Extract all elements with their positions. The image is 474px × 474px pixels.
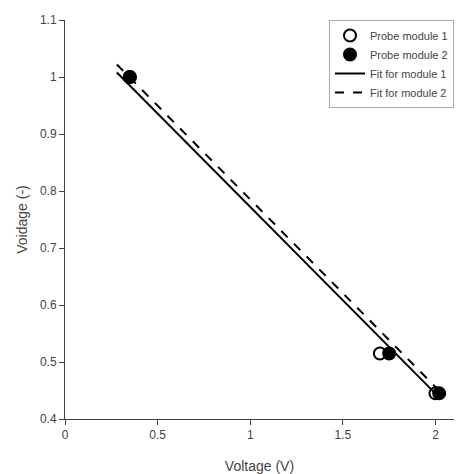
svg-text:1: 1	[247, 428, 254, 442]
svg-text:Fit for module 1: Fit for module 1	[370, 68, 446, 80]
svg-text:0: 0	[62, 428, 69, 442]
svg-text:0.8: 0.8	[40, 184, 57, 198]
svg-text:Fit for module 2: Fit for module 2	[370, 87, 446, 99]
svg-text:Voltage (V): Voltage (V)	[225, 458, 294, 474]
svg-text:Probe module 1: Probe module 1	[370, 30, 448, 42]
svg-text:1: 1	[50, 70, 57, 84]
svg-text:0.6: 0.6	[40, 298, 57, 312]
svg-text:0.9: 0.9	[40, 127, 57, 141]
svg-text:0.7: 0.7	[40, 241, 57, 255]
svg-text:0.5: 0.5	[149, 428, 166, 442]
svg-text:0.5: 0.5	[40, 355, 57, 369]
svg-text:Probe module 2: Probe module 2	[370, 49, 448, 61]
svg-text:0.4: 0.4	[40, 412, 57, 426]
svg-text:Voidage (-): Voidage (-)	[14, 185, 30, 253]
svg-text:2: 2	[432, 428, 439, 442]
svg-text:1.1: 1.1	[40, 13, 57, 27]
svg-text:1.5: 1.5	[335, 428, 352, 442]
